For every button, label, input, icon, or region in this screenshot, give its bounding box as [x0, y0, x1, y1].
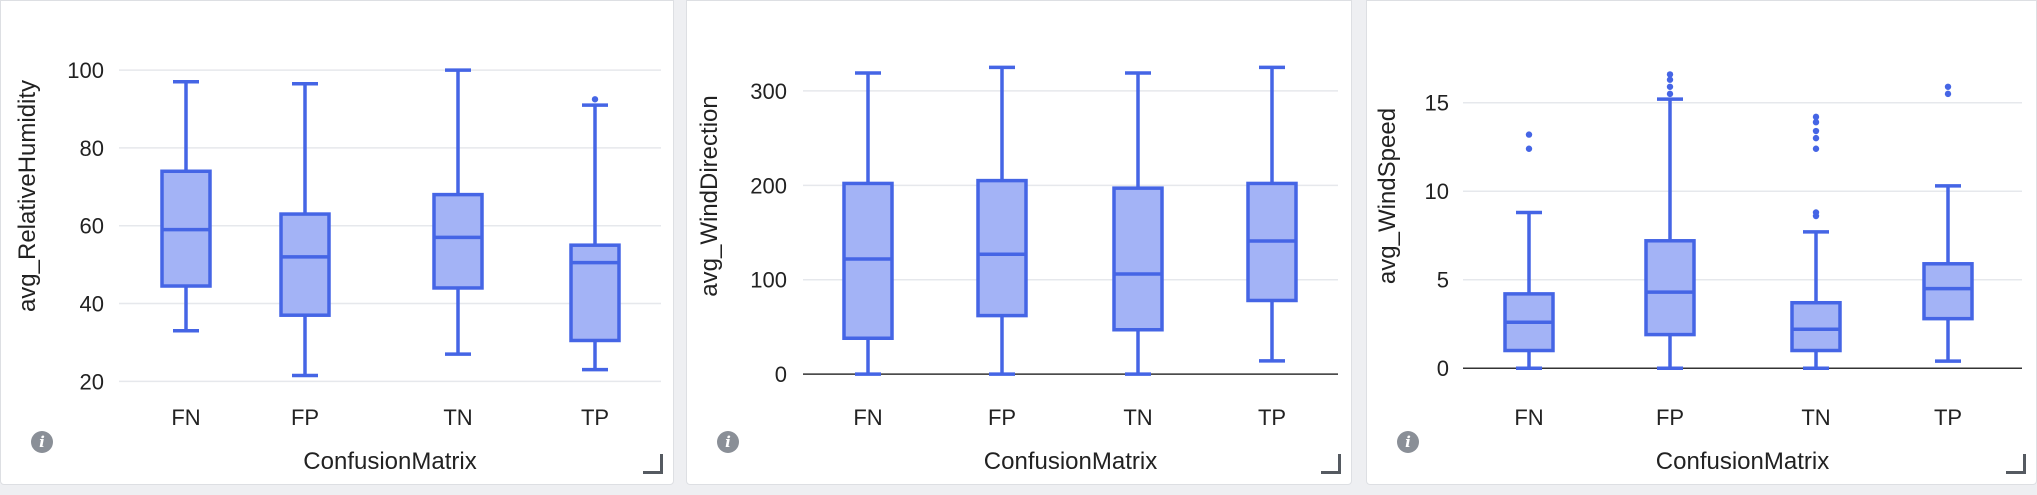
x-tick-label: TP [1258, 405, 1286, 430]
y-tick-label: 300 [750, 79, 787, 104]
y-tick-label: 100 [67, 58, 104, 83]
box-tp [1246, 65, 1298, 363]
outlier-point [1944, 83, 1952, 90]
box-tp [1922, 83, 1974, 363]
y-tick-label: 100 [750, 268, 787, 293]
y-tick-label: 0 [775, 362, 787, 387]
iqr-box [1644, 239, 1696, 337]
x-tick-label: TP [1934, 405, 1962, 430]
x-tick-label: TN [1123, 405, 1152, 430]
outlier-point [1666, 83, 1674, 90]
outlier-point [1812, 134, 1820, 142]
outlier-point [1525, 131, 1533, 138]
y-axis-title: avg_WindSpeed [1374, 108, 1401, 284]
outlier-point [1812, 209, 1820, 216]
chart-panel-wind-speed: 0 5 10 15 FN FP TN TP ConfusionMatrix avg_WindSpe… [1366, 0, 2037, 485]
y-tick-label: 60 [80, 214, 104, 239]
box-tp [569, 96, 621, 372]
iqr-box [432, 192, 484, 290]
outlier-point [1812, 118, 1820, 126]
resize-corner-icon[interactable] [643, 454, 663, 474]
y-tick-label: 40 [80, 292, 104, 317]
box-tn [432, 68, 484, 356]
info-icon[interactable]: i [31, 431, 53, 453]
outlier-point [1944, 90, 1952, 98]
outlier-point [1812, 127, 1820, 135]
y-axis-title: avg_WindDirection [696, 95, 723, 296]
iqr-box [842, 181, 894, 340]
box-fp [279, 81, 331, 378]
iqr-box [1790, 300, 1842, 353]
info-icon[interactable]: i [717, 431, 739, 453]
x-axis-title: ConfusionMatrix [1656, 448, 1829, 475]
x-tick-label: FN [171, 405, 200, 430]
x-tick-label: TN [443, 405, 472, 430]
resize-corner-icon[interactable] [2006, 454, 2026, 474]
iqr-box [976, 178, 1028, 318]
chart-panel-wind-direction: 0 100 200 300 FN FP TN TP ConfusionMatrix avg_Win… [686, 0, 1352, 485]
x-tick-label: TP [581, 405, 609, 430]
box-fn [160, 80, 212, 333]
box-fn [1503, 131, 1555, 370]
y-axis-title: avg_RelativeHumidity [14, 80, 41, 312]
y-tick-label: 10 [1425, 179, 1449, 204]
iqr-box [1112, 186, 1164, 332]
outlier-point [1525, 145, 1533, 152]
outlier-point [1812, 145, 1820, 152]
chart-panel-relative-humidity: 20 40 60 80 100 FN FP TN TP ConfusionMatrix avg_Re… [0, 0, 674, 485]
box-tn [1790, 113, 1842, 370]
iqr-box [279, 212, 331, 317]
outlier-point [591, 96, 599, 103]
x-axis-title: ConfusionMatrix [303, 448, 476, 475]
box-tn [1112, 71, 1164, 376]
iqr-box [569, 243, 621, 343]
chart-relative-humidity: 20 40 60 80 100 FN FP TN TP ConfusionMatrix avg_Re… [14, 58, 661, 475]
y-tick-label: 5 [1437, 268, 1449, 293]
x-tick-label: FN [1514, 405, 1543, 430]
x-tick-label: TN [1801, 405, 1830, 430]
y-tick-label: 20 [80, 369, 104, 394]
chart-wind-direction: 0 100 200 300 FN FP TN TP ConfusionMatrix avg_Win… [696, 65, 1338, 475]
box-fp [976, 65, 1028, 376]
y-tick-label: 80 [80, 136, 104, 161]
outlier-point [1812, 113, 1820, 121]
iqr-box [1922, 262, 1974, 321]
x-tick-label: FP [1656, 405, 1684, 430]
box-fp [1644, 71, 1696, 370]
y-tick-label: 200 [750, 173, 787, 198]
outlier-point [1666, 90, 1674, 98]
resize-corner-icon[interactable] [1321, 454, 1341, 474]
outlier-point [1666, 71, 1674, 78]
y-tick-label: 0 [1437, 356, 1449, 381]
box-fn [842, 71, 894, 376]
info-icon[interactable]: i [1397, 431, 1419, 453]
x-tick-label: FP [988, 405, 1016, 430]
outlier-point [1666, 76, 1674, 83]
chart-wind-speed: 0 5 10 15 FN FP TN TP ConfusionMatrix avg_WindSpe… [1374, 71, 2022, 475]
x-axis-title: ConfusionMatrix [984, 448, 1157, 475]
x-tick-label: FP [291, 405, 319, 430]
y-tick-label: 15 [1425, 91, 1449, 116]
x-tick-label: FN [853, 405, 882, 430]
